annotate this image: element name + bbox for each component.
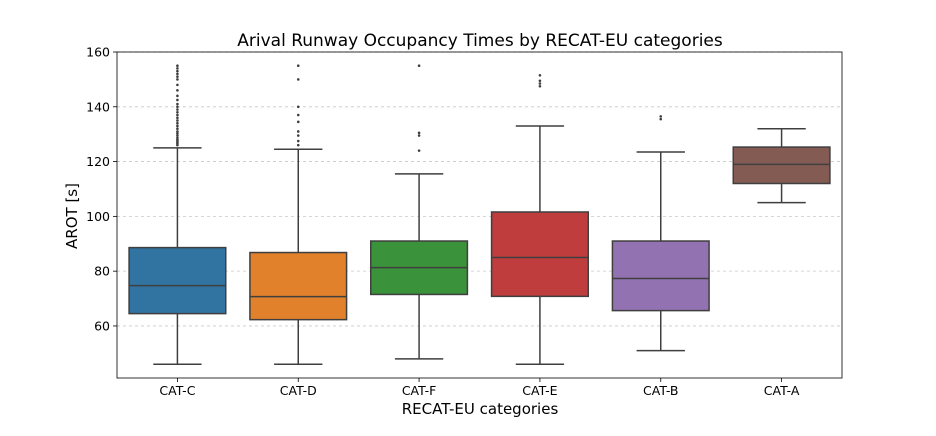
outlier-point: [296, 113, 300, 117]
outlier-point: [417, 149, 421, 152]
box-cat-e: [490, 73, 590, 366]
box-iqr: [490, 211, 590, 298]
outlier-point: [538, 82, 542, 85]
outlier-point: [176, 105, 179, 109]
outlier-point: [176, 67, 179, 70]
outlier-point: [538, 84, 542, 88]
outlier-point: [417, 64, 421, 67]
outlier-point: [296, 78, 300, 81]
outlier-point: [176, 98, 179, 102]
outlier-point: [417, 131, 421, 135]
outlier-point: [176, 113, 179, 117]
outlier-point: [176, 130, 179, 133]
y-axis-ticks: 60 80 100 120 140 160: [86, 45, 117, 333]
box-iqr: [249, 251, 348, 321]
outlier-point: [176, 134, 179, 137]
outlier-point: [176, 89, 179, 92]
outlier-point: [176, 119, 179, 122]
outlier-point: [176, 72, 179, 76]
box-iqr: [611, 240, 710, 312]
outlier-point: [296, 64, 300, 67]
outlier-point: [176, 132, 179, 135]
x-tick-label: CAT-E: [522, 383, 557, 398]
outlier-point: [176, 108, 179, 111]
x-tick-label: CAT-B: [643, 383, 678, 398]
outlier-point: [176, 116, 179, 120]
boxes: [128, 64, 831, 366]
box-cat-f: [370, 64, 469, 360]
box-iqr: [128, 246, 227, 315]
y-tick-label: 80: [94, 264, 110, 279]
outlier-point: [296, 130, 300, 133]
y-tick-label: 140: [86, 99, 110, 114]
outlier-point: [176, 124, 179, 128]
outlier-point: [176, 78, 179, 81]
outlier-point: [176, 110, 179, 114]
outlier-point: [659, 115, 663, 118]
outlier-point: [296, 134, 300, 137]
outlier-point: [296, 139, 300, 143]
outlier-point: [176, 94, 179, 98]
box-cat-c: [128, 64, 227, 366]
box-cat-d: [249, 64, 348, 366]
box-cat-b: [611, 115, 710, 352]
x-tick-label: CAT-C: [159, 383, 195, 398]
y-tick-label: 160: [86, 45, 110, 60]
box-iqr: [732, 146, 831, 185]
chart-title: Arival Runway Occupancy Times by RECAT-E…: [237, 31, 723, 51]
x-tick-label: CAT-A: [764, 383, 800, 398]
x-tick-label: CAT-F: [402, 383, 437, 398]
y-axis-label: AROT [s]: [63, 183, 81, 249]
outlier-point: [538, 73, 542, 77]
outlier-point: [176, 75, 179, 78]
y-tick-label: 60: [94, 318, 110, 333]
outlier-point: [538, 79, 542, 83]
outlier-point: [176, 121, 179, 125]
y-tick-label: 120: [86, 154, 110, 169]
x-tick-label: CAT-D: [280, 383, 317, 398]
outlier-point: [176, 69, 179, 73]
outlier-point: [417, 134, 421, 137]
outlier-point: [296, 105, 300, 109]
outlier-point: [176, 102, 179, 106]
x-axis-label: RECAT-EU categories: [402, 400, 559, 418]
outlier-point: [659, 117, 663, 121]
outlier-point: [176, 83, 179, 87]
plot-frame: [116, 51, 843, 379]
outlier-point: [176, 64, 179, 67]
x-axis-ticks: CAT-C CAT-D CAT-F CAT-E CAT-B CAT-A: [159, 378, 800, 398]
outlier-point: [296, 120, 300, 124]
box-cat-a: [732, 127, 831, 204]
outlier-point: [296, 143, 300, 147]
y-tick-label: 100: [86, 209, 110, 224]
outlier-point: [176, 138, 179, 141]
outlier-point: [176, 127, 179, 131]
outlier-point: [176, 136, 179, 140]
